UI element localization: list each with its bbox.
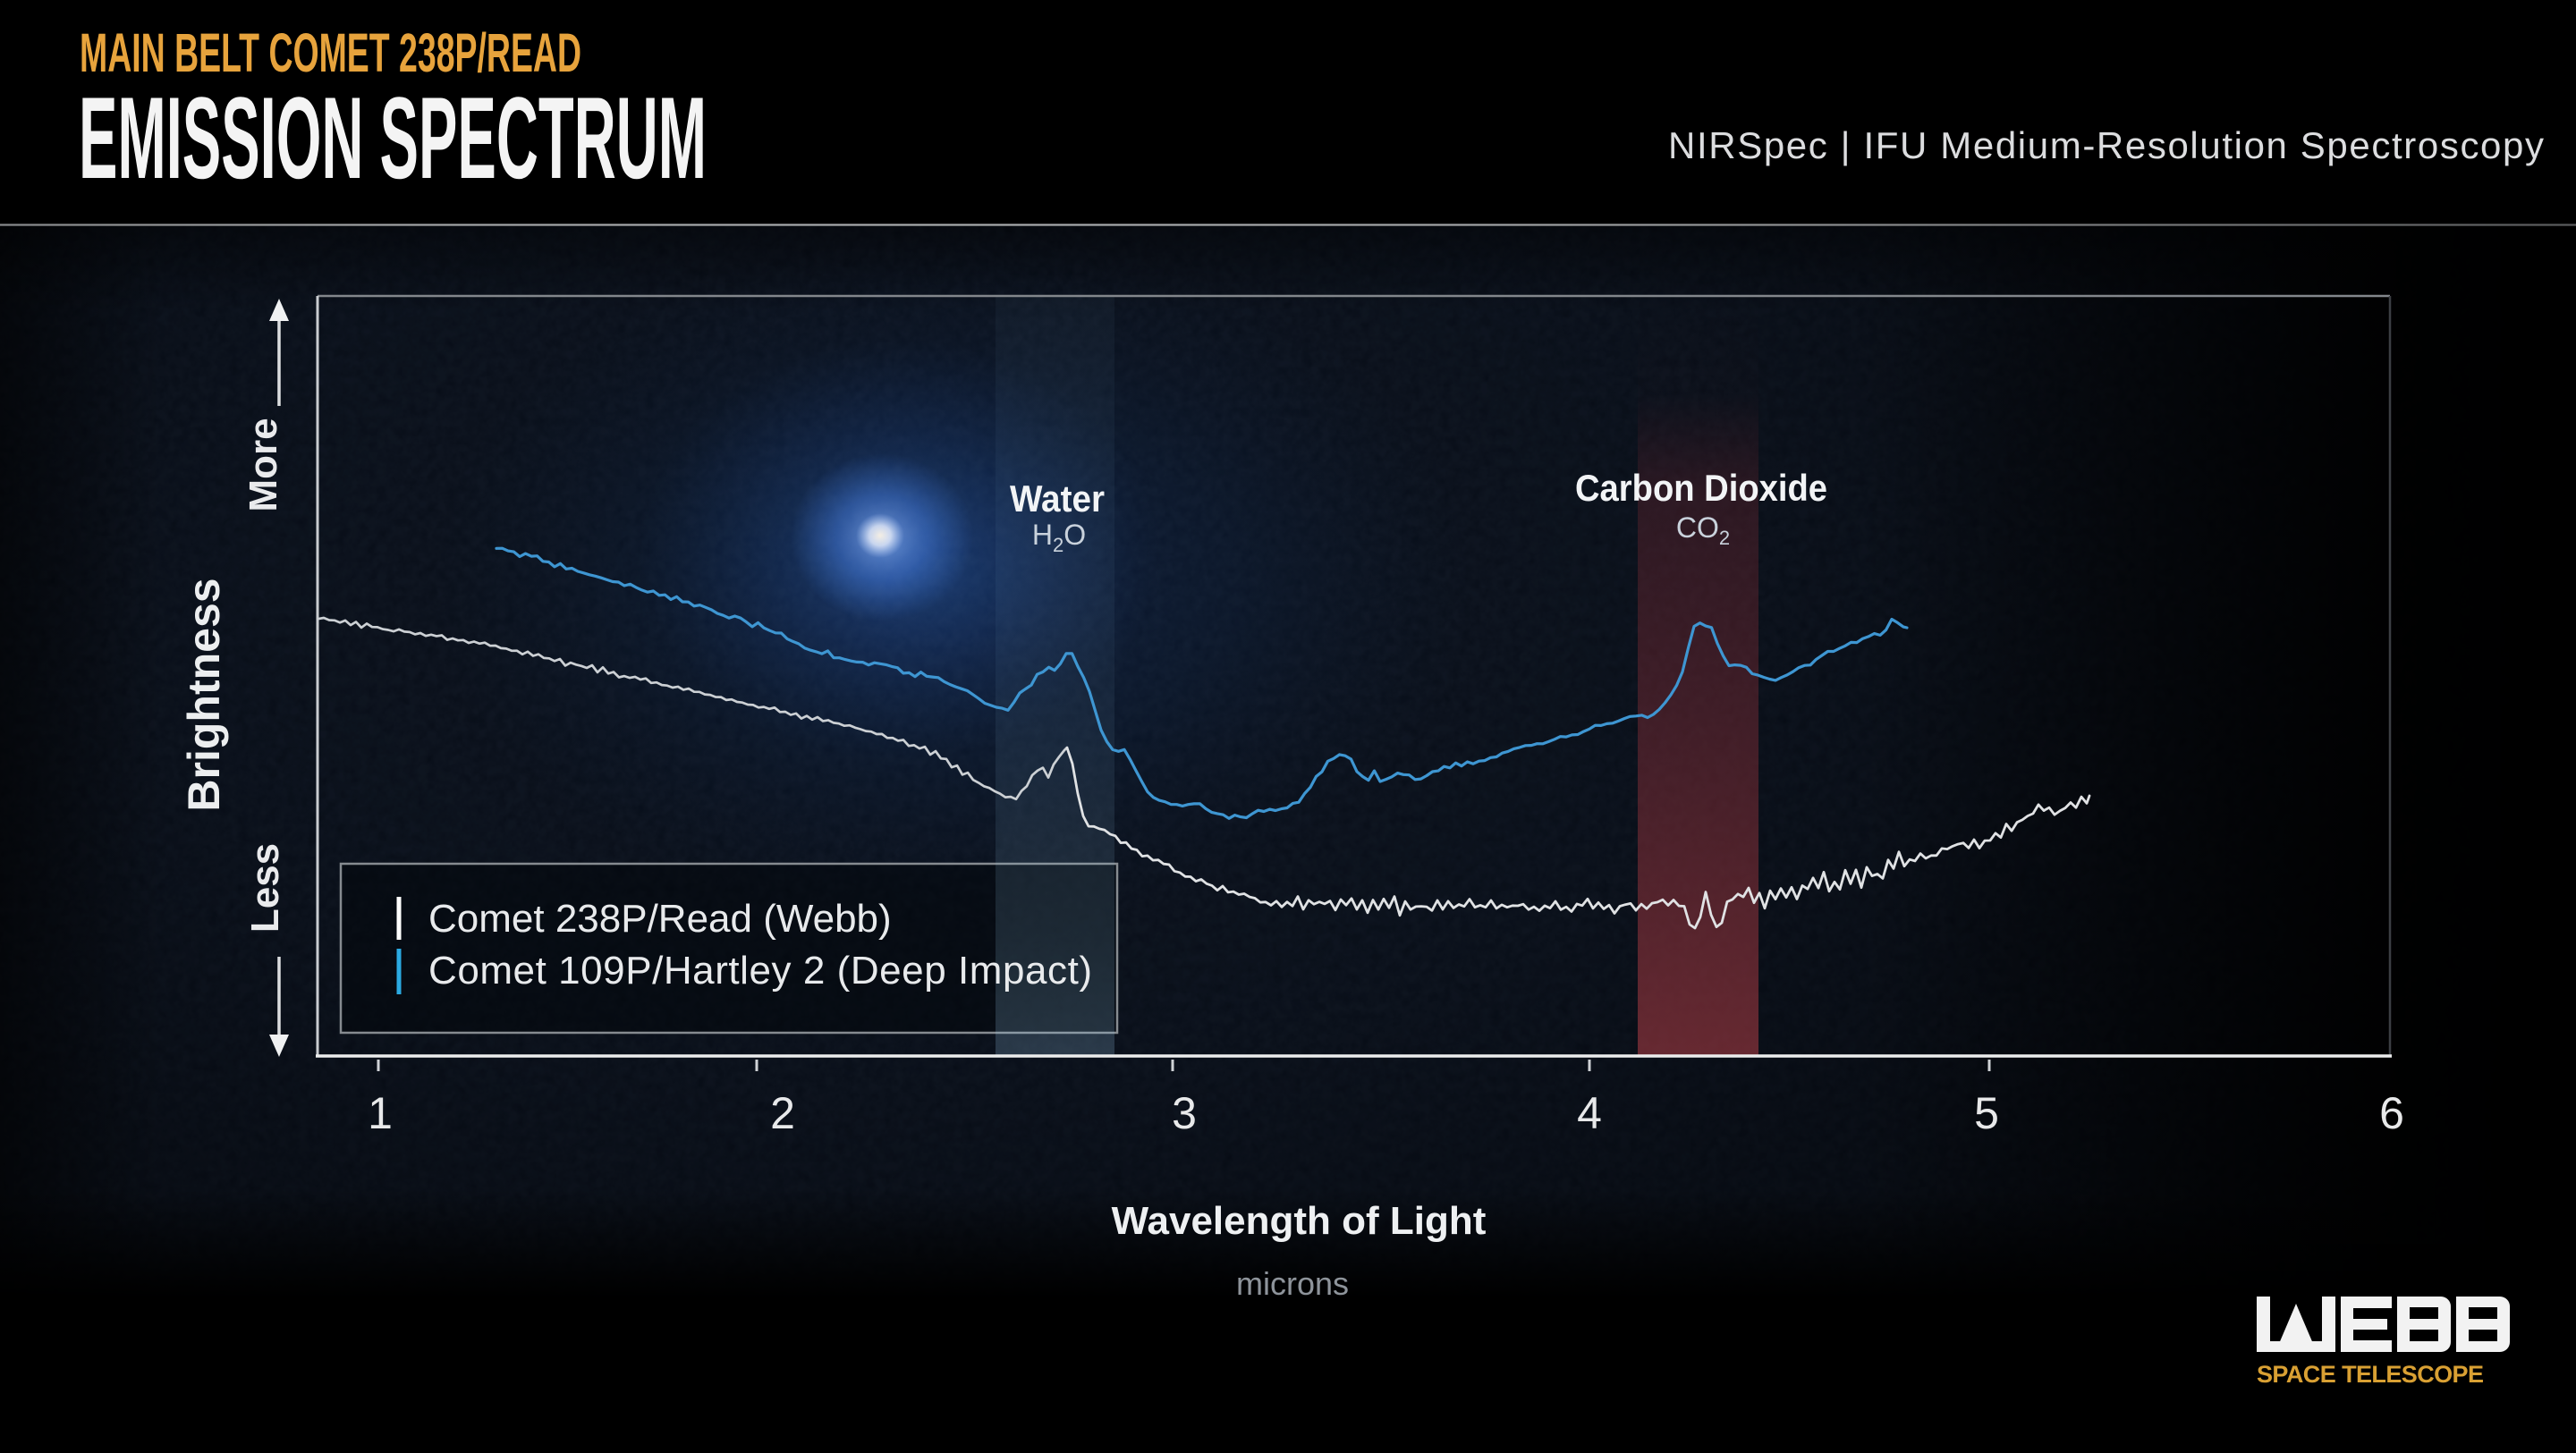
svg-text:Water: Water <box>1010 477 1105 520</box>
svg-text:Carbon Dioxide: Carbon Dioxide <box>1575 467 1827 509</box>
svg-text:MAIN BELT COMET 238P/READ: MAIN BELT COMET 238P/READ <box>80 22 581 83</box>
svg-text:microns: microns <box>1236 1265 1349 1302</box>
svg-text:5: 5 <box>1974 1088 1999 1138</box>
svg-text:More: More <box>242 418 285 511</box>
svg-text:6: 6 <box>2379 1088 2404 1138</box>
svg-text:SPACE TELESCOPE: SPACE TELESCOPE <box>2257 1361 2484 1388</box>
svg-text:1: 1 <box>368 1088 393 1138</box>
svg-text:2: 2 <box>770 1088 795 1138</box>
svg-text:Comet 238P/Read (Webb): Comet 238P/Read (Webb) <box>428 897 892 941</box>
svg-text:4: 4 <box>1577 1088 1602 1138</box>
svg-text:CO2: CO2 <box>1676 511 1730 549</box>
svg-text:3: 3 <box>1172 1088 1197 1138</box>
svg-text:Comet 109P/Hartley 2 (Deep Imp: Comet 109P/Hartley 2 (Deep Impact) <box>428 949 1092 993</box>
svg-text:Less: Less <box>243 843 287 933</box>
svg-text:EMISSION SPECTRUM: EMISSION SPECTRUM <box>79 72 707 203</box>
svg-text:NIRSpec | IFU Medium-Resolutio: NIRSpec | IFU Medium-Resolution Spectros… <box>1668 124 2544 166</box>
svg-text:Brightness: Brightness <box>179 578 229 811</box>
svg-text:Wavelength of Light: Wavelength of Light <box>1112 1199 1487 1243</box>
